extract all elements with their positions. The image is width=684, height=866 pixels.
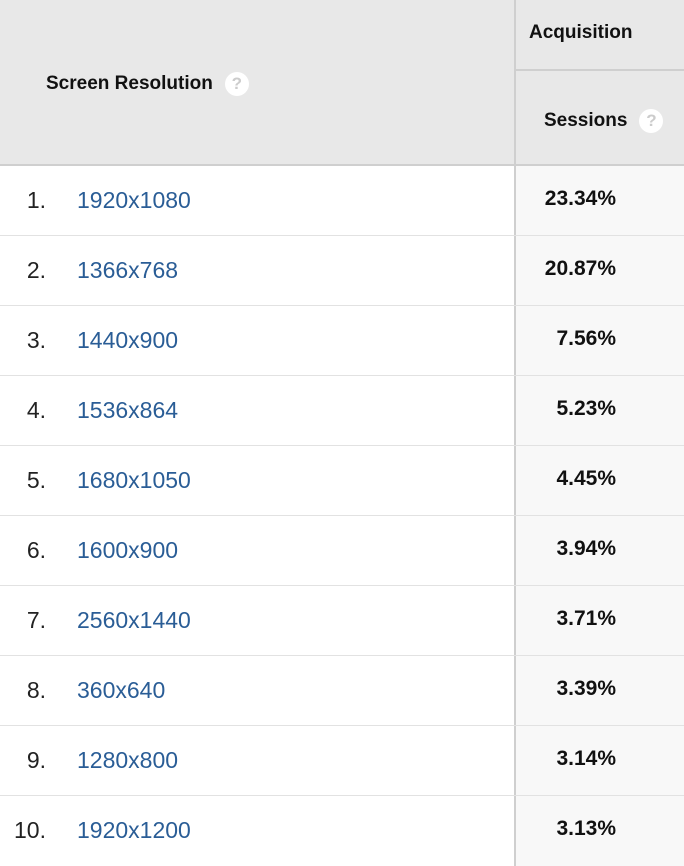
- row-rank: 4.: [26, 397, 46, 423]
- sessions-label: Sessions: [544, 110, 628, 132]
- table-header: Screen Resolution? Acquisition Sessions?: [0, 0, 684, 166]
- dimension-title: Screen Resolution?: [46, 72, 249, 96]
- sessions-value: 3.14%: [514, 726, 684, 795]
- sessions-value: 20.87%: [514, 236, 684, 305]
- row-rank: 3.: [26, 327, 46, 353]
- sessions-value: 3.13%: [514, 796, 684, 866]
- row-rank: 8.: [26, 677, 46, 703]
- resolution-link[interactable]: 1536x864: [77, 397, 179, 423]
- row-rank: 6.: [26, 537, 46, 563]
- sessions-value: 4.45%: [514, 446, 684, 515]
- row-rank: 2.: [26, 257, 46, 283]
- table-row: 1. 1920x1080 23.34%: [0, 166, 684, 236]
- resolution-link[interactable]: 2560x1440: [77, 607, 191, 633]
- sessions-value: 3.39%: [514, 656, 684, 725]
- table-body: 1. 1920x1080 23.34% 2. 1366x768 20.87% 3. 1440x…: [0, 166, 684, 866]
- dimension-label: Screen Resolution: [46, 73, 213, 95]
- row-rank: 1.: [26, 187, 46, 213]
- sessions-value: 23.34%: [514, 166, 684, 235]
- dimension-header[interactable]: Screen Resolution?: [0, 0, 514, 164]
- resolution-link[interactable]: 1920x1080: [77, 187, 191, 213]
- resolution-link[interactable]: 1366x768: [77, 257, 179, 283]
- row-rank: 5.: [26, 467, 46, 493]
- table-row: 8. 360x640 3.39%: [0, 656, 684, 726]
- table-row: 3. 1440x900 7.56%: [0, 306, 684, 376]
- row-rank: 7.: [26, 607, 46, 633]
- resolution-link[interactable]: 1440x900: [77, 327, 179, 353]
- metric-header: Acquisition Sessions?: [514, 0, 684, 164]
- sessions-value: 7.56%: [514, 306, 684, 375]
- resolution-link[interactable]: 1280x800: [77, 747, 179, 773]
- table-row: 7. 2560x1440 3.71%: [0, 586, 684, 656]
- row-rank: 9.: [26, 747, 46, 773]
- group-label: Acquisition: [516, 0, 684, 71]
- sessions-value: 5.23%: [514, 376, 684, 445]
- row-rank: 10.: [14, 817, 46, 843]
- resolution-link[interactable]: 1920x1200: [77, 817, 191, 843]
- resolution-link[interactable]: 360x640: [77, 677, 166, 703]
- sessions-header[interactable]: Sessions?: [516, 71, 684, 133]
- resolution-link[interactable]: 1680x1050: [77, 467, 191, 493]
- table-row: 9. 1280x800 3.14%: [0, 726, 684, 796]
- help-icon[interactable]: ?: [639, 109, 664, 133]
- sessions-value: 3.94%: [514, 516, 684, 585]
- table-row: 6. 1600x900 3.94%: [0, 516, 684, 586]
- table-row: 2. 1366x768 20.87%: [0, 236, 684, 306]
- table-row: 5. 1680x1050 4.45%: [0, 446, 684, 516]
- resolution-link[interactable]: 1600x900: [77, 537, 179, 563]
- table-row: 10. 1920x1200 3.13%: [0, 796, 684, 866]
- table-row: 4. 1536x864 5.23%: [0, 376, 684, 446]
- help-icon[interactable]: ?: [224, 72, 249, 96]
- sessions-value: 3.71%: [514, 586, 684, 655]
